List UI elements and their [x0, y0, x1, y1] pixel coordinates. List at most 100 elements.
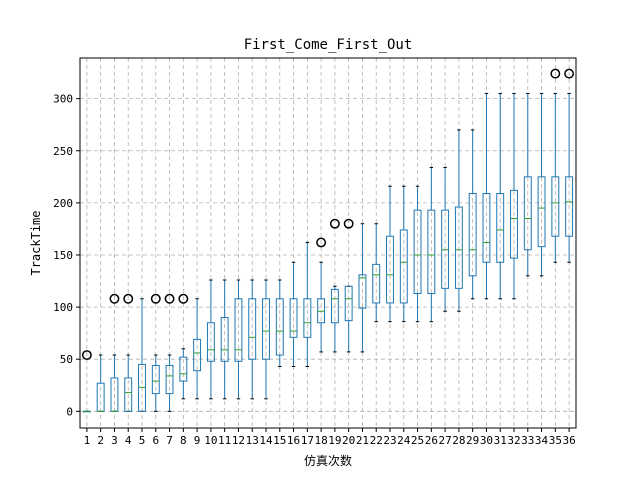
box-body [523, 176, 532, 251]
x-tick-label: 35 [549, 434, 562, 447]
box-body [275, 298, 284, 356]
x-tick-label: 15 [273, 434, 286, 447]
box-body [330, 288, 339, 324]
y-tick-label: 50 [60, 353, 73, 366]
x-tick-label: 24 [397, 434, 411, 447]
y-tick-label: 250 [53, 145, 73, 158]
box-body [317, 298, 326, 324]
x-tick-label: 4 [125, 434, 132, 447]
box-body [468, 192, 477, 277]
box-body [165, 364, 174, 395]
outlier-point [178, 293, 189, 304]
box-body [482, 192, 491, 263]
chart-title: First_Come_First_Out [244, 37, 413, 53]
box-body [551, 176, 560, 237]
box-body [427, 209, 436, 295]
box-32 [510, 92, 518, 300]
box-28 [454, 129, 463, 312]
x-tick-label: 28 [452, 434, 465, 447]
y-tick-label: 0 [66, 405, 73, 418]
x-axis-label: 仿真次数 [304, 453, 352, 468]
boxes [81, 68, 575, 413]
box-23 [386, 185, 394, 323]
x-tick-label: 33 [521, 434, 534, 447]
box-8 [178, 293, 189, 400]
x-tick-label: 22 [370, 434, 383, 447]
outlier-point [564, 68, 575, 79]
x-tick-label: 13 [246, 434, 259, 447]
box-body [454, 206, 463, 289]
box-body [248, 298, 257, 360]
x-tick-label: 5 [139, 434, 146, 447]
outlier-point [329, 218, 340, 229]
box-11 [220, 279, 229, 400]
x-tick-label: 20 [342, 434, 355, 447]
box-body [179, 356, 188, 382]
x-tick-label: 12 [232, 434, 245, 447]
box-7 [164, 293, 175, 412]
box-13 [248, 279, 257, 400]
box-33 [523, 92, 532, 277]
y-tick-label: 300 [53, 93, 73, 106]
outlier-point [164, 293, 175, 304]
outlier-point [150, 293, 161, 304]
box-body [413, 209, 422, 295]
box-1 [81, 350, 92, 413]
x-tick-label: 7 [166, 434, 173, 447]
box-body [234, 298, 243, 362]
outlier-point [550, 68, 561, 79]
y-tick-label: 100 [53, 301, 73, 314]
box-body [510, 189, 518, 259]
x-tick-label: 11 [218, 434, 231, 447]
box-19 [329, 218, 340, 353]
box-31 [496, 92, 505, 300]
x-tick-label: 30 [480, 434, 493, 447]
x-tick-label: 36 [562, 434, 575, 447]
x-tick-label: 6 [152, 434, 159, 447]
outlier-point [316, 237, 327, 248]
x-tick-label: 14 [259, 434, 273, 447]
box-body [262, 298, 270, 360]
box-10 [206, 279, 215, 400]
box-20 [343, 218, 354, 353]
box-36 [564, 68, 575, 263]
outlier-point [81, 350, 92, 360]
x-tick-label: 29 [466, 434, 479, 447]
box-2 [96, 354, 105, 412]
box-14 [262, 279, 270, 400]
x-tick-label: 34 [535, 434, 549, 447]
box-16 [289, 261, 298, 368]
box-body [386, 235, 394, 304]
x-tick-label: 23 [383, 434, 396, 447]
x-tick-label: 3 [111, 434, 118, 447]
box-17 [303, 241, 312, 368]
box-30 [482, 92, 491, 300]
box-5 [138, 298, 146, 412]
box-body [441, 209, 450, 289]
box-15 [275, 279, 284, 368]
box-12 [234, 279, 243, 400]
box-body [303, 298, 312, 338]
x-tick-label: 17 [301, 434, 314, 447]
box-body [344, 285, 353, 322]
x-tick-label: 16 [287, 434, 300, 447]
box-35 [550, 68, 561, 263]
box-body [496, 192, 505, 263]
y-tick-label: 200 [53, 197, 73, 210]
x-tick-label: 31 [494, 434, 507, 447]
x-tick-label: 10 [204, 434, 217, 447]
x-tick-label: 21 [356, 434, 369, 447]
x-tick-label: 2 [97, 434, 104, 447]
x-tick-label: 1 [84, 434, 91, 447]
box-body [220, 317, 229, 362]
outlier-point [123, 293, 134, 304]
x-tick-label: 32 [507, 434, 520, 447]
box-6 [150, 293, 161, 412]
box-29 [468, 129, 477, 300]
box-body [193, 338, 202, 372]
x-tick-label: 19 [328, 434, 341, 447]
box-body [537, 176, 546, 248]
